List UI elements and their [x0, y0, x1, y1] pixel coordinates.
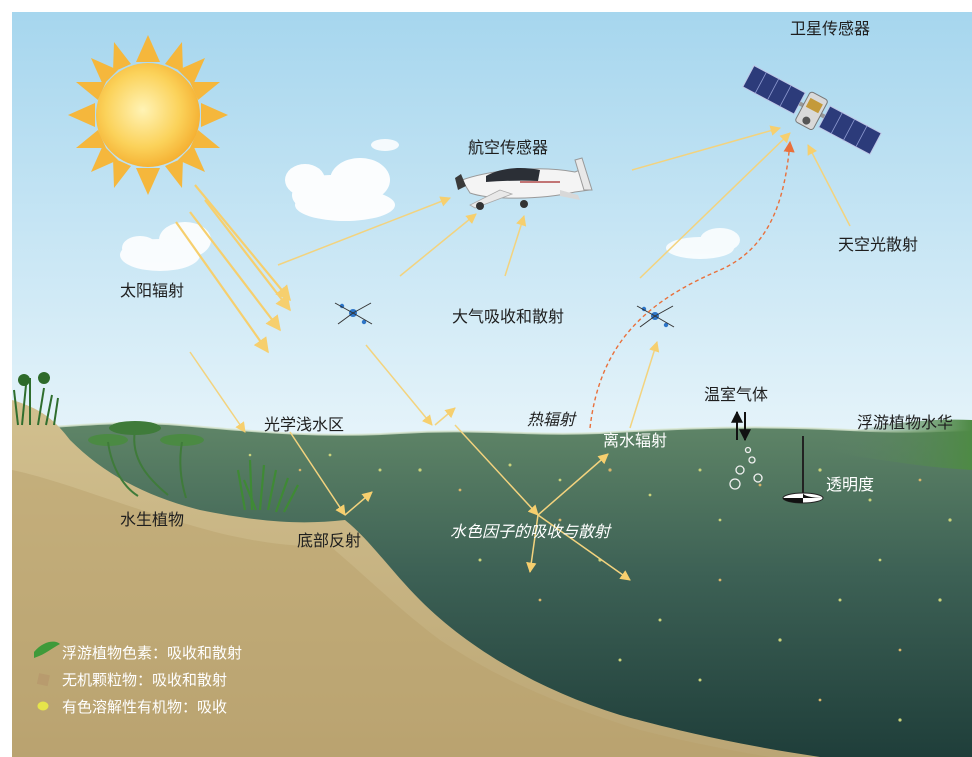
greenhouse-gas-arrow [731, 410, 751, 442]
legend-item-inorganic: 无机颗粒物：吸收和散射 [36, 671, 227, 689]
legend: 浮游植物色素：吸收和散射 无机颗粒物：吸收和散射 有色溶解性有机物：吸收 [34, 641, 242, 716]
cloud-icon [666, 228, 740, 259]
legend-item-phytoplankton: 浮游植物色素：吸收和散射 [34, 641, 242, 662]
water-particles [248, 453, 952, 722]
cloud-icon [285, 158, 395, 221]
label-greenhouse-gas: 温室气体 [704, 385, 768, 404]
label-phytoplankton-bloom: 浮游植物水华 [857, 413, 953, 432]
label-atmos-absorb-scatter: 大气吸收和散射 [452, 307, 564, 326]
satellite-icon [742, 64, 882, 156]
label-satellite-sensor: 卫星传感器 [790, 19, 870, 38]
legend-label: 无机颗粒物：吸收和散射 [62, 671, 227, 689]
light-paths [189, 125, 851, 581]
label-water-color-factors: 水色因子的吸收与散射 [450, 522, 612, 541]
label-water-leaving-radiation: 离水辐射 [603, 431, 667, 450]
dot-icon [37, 701, 49, 711]
shore-sand [12, 400, 820, 757]
secchi-disk-icon [782, 436, 824, 504]
molecule-icon [636, 305, 675, 328]
label-airborne-sensor: 航空传感器 [468, 138, 548, 157]
label-solar-radiation: 太阳辐射 [120, 281, 184, 300]
label-aquatic-plants: 水生植物 [120, 510, 184, 529]
airplane-icon [455, 157, 593, 210]
label-sky-light-scatter: 天空光散射 [838, 235, 918, 254]
bubbles-icon [729, 446, 763, 490]
legend-label: 浮游植物色素：吸收和散射 [62, 644, 242, 662]
solar-rays [175, 184, 291, 354]
label-bottom-reflection: 底部反射 [297, 531, 361, 550]
algae-bloom [830, 419, 972, 470]
water-surface [11, 422, 972, 436]
plant-icon [13, 378, 59, 426]
label-transparency: 透明度 [826, 475, 874, 494]
grass-icon [236, 459, 299, 513]
cloud-icon [371, 139, 399, 151]
label-thermal-radiation: 热辐射 [527, 410, 577, 429]
cloud-icon [120, 222, 211, 271]
label-optical-shallow-water: 光学浅水区 [264, 415, 344, 434]
leaf-icon [34, 641, 60, 658]
flower-icon [18, 372, 50, 386]
legend-item-cdom: 有色溶解性有机物：吸收 [37, 698, 227, 716]
legend-label: 有色溶解性有机物：吸收 [62, 698, 227, 716]
particle-icon [36, 673, 50, 687]
sun-icon [68, 35, 228, 195]
molecule-icon [334, 302, 373, 325]
shore-dark [12, 470, 770, 757]
lily-pad-icon [88, 421, 204, 499]
